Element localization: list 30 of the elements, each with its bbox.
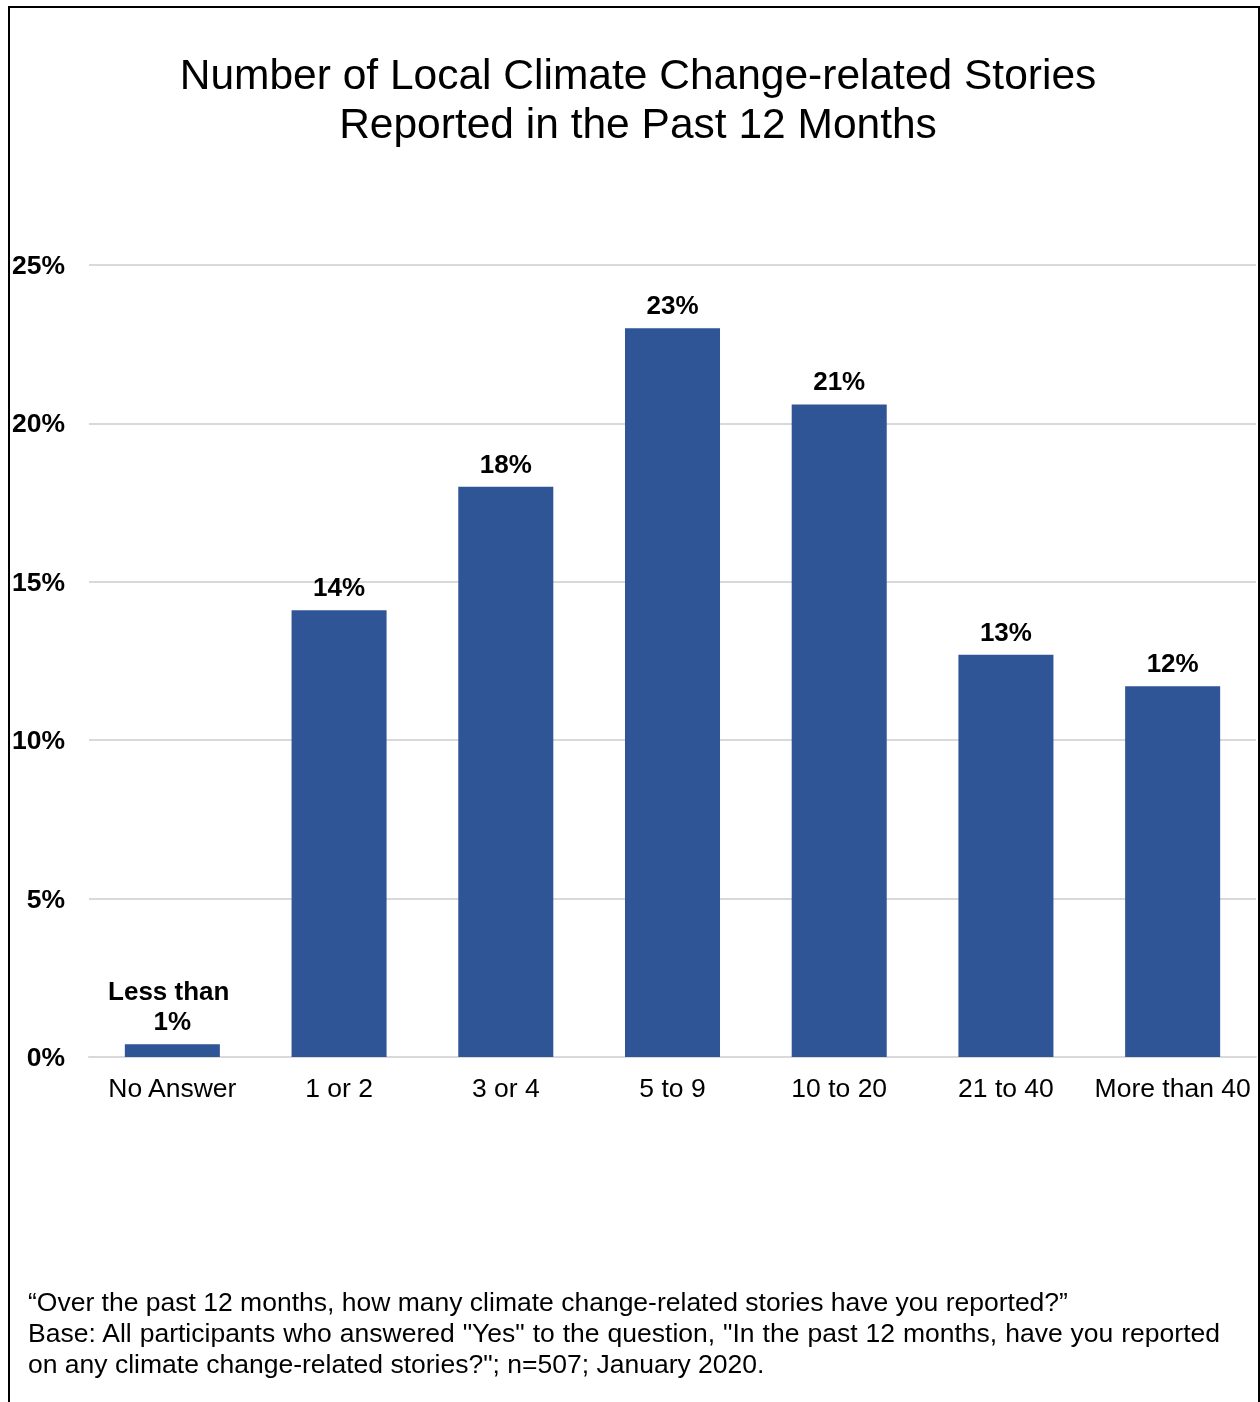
x-tick-label: 1 or 2	[305, 1072, 373, 1103]
x-tick-label: 10 to 20	[791, 1072, 888, 1103]
data-label: 18%	[479, 448, 532, 479]
text: “Over the past 12 months, how many climate change-related stories have you reported?”	[28, 1287, 1069, 1318]
x-tick-label: 21 to 40	[958, 1072, 1054, 1103]
bar	[1125, 686, 1221, 1057]
chart-title: Number of Local Climate Change-related Stories Reported in the Past 12 Months	[178, 50, 1098, 148]
y-tick-label: 20%	[11, 408, 65, 439]
y-tick-label: 25%	[11, 250, 65, 280]
data-label: 13%	[979, 616, 1032, 647]
x-tick-label: 5 to 9	[639, 1072, 706, 1103]
bar	[791, 404, 887, 1057]
y-tick-label: 5%	[26, 883, 65, 914]
bar	[124, 1044, 220, 1057]
text: Base: All participants who answered "Yes" to the question, "In the past 12 months, have you reported on any climate change-related stories?"; n=507; January 2020.	[28, 1318, 1220, 1380]
y-tick-label: 10%	[11, 725, 65, 756]
bar	[291, 610, 387, 1057]
data-label: 14%	[313, 572, 366, 603]
bar	[624, 328, 721, 1057]
x-tick-label: More than 40	[1094, 1072, 1251, 1103]
data-label: Less than 1%	[108, 976, 237, 1037]
data-label: 23%	[646, 290, 699, 321]
bar	[458, 486, 554, 1057]
x-tick-label: No Answer	[108, 1072, 237, 1103]
data-label: 12%	[1146, 648, 1199, 679]
y-tick-label: 15%	[11, 566, 65, 597]
x-tick-label: 3 or 4	[471, 1072, 540, 1103]
data-label: 21%	[813, 366, 866, 397]
y-tick-label: 0%	[26, 1042, 65, 1072]
bar	[958, 654, 1054, 1057]
